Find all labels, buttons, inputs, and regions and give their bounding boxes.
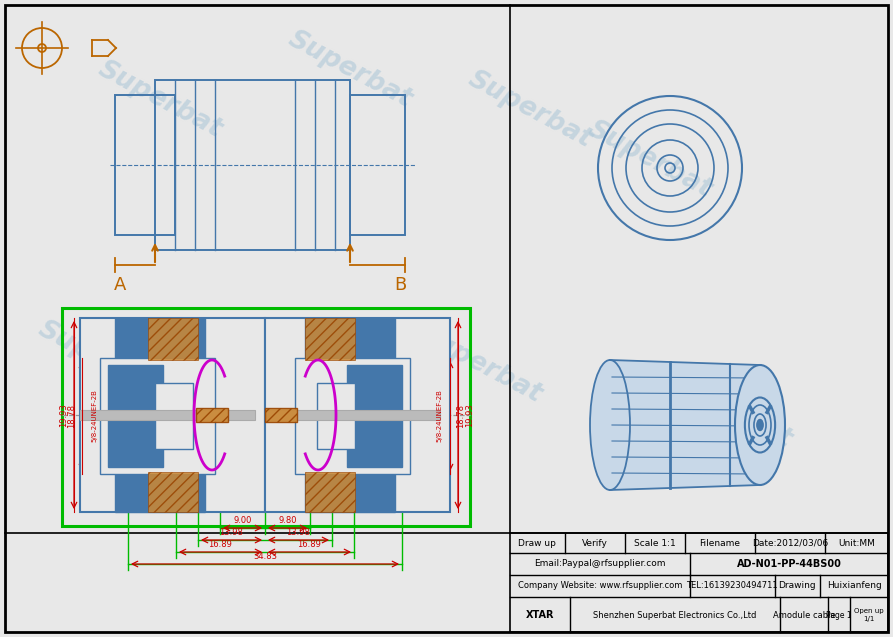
Bar	[148, 318, 198, 360]
Text: 5/8-24UNEF-2B: 5/8-24UNEF-2B	[91, 390, 97, 443]
Text: 8.22: 8.22	[131, 386, 140, 404]
Bar	[100, 358, 215, 474]
Text: Superbat: Superbat	[413, 322, 547, 408]
Text: 8.22: 8.22	[403, 386, 412, 404]
Bar	[305, 472, 355, 512]
Bar	[305, 318, 355, 360]
Ellipse shape	[590, 360, 630, 490]
Bar	[115, 318, 205, 360]
Text: Filename: Filename	[699, 538, 740, 547]
Text: 5/8-24UNEF-2B: 5/8-24UNEF-2B	[436, 390, 442, 443]
Text: 16.89: 16.89	[297, 540, 321, 549]
Text: Superbat: Superbat	[583, 117, 716, 204]
Bar	[148, 472, 198, 512]
Text: Superbat: Superbat	[34, 317, 166, 404]
Text: AD-N01-PP-44BS00: AD-N01-PP-44BS00	[737, 559, 841, 569]
Polygon shape	[610, 360, 760, 490]
Bar	[265, 408, 297, 422]
Text: 19.93: 19.93	[465, 403, 474, 427]
Text: Superbat: Superbat	[283, 26, 416, 113]
Text: Verify: Verify	[582, 538, 608, 547]
Text: Superbat: Superbat	[94, 57, 227, 143]
Text: Huixianfeng: Huixianfeng	[827, 582, 881, 590]
Bar	[155, 80, 350, 250]
Bar	[350, 95, 405, 235]
Bar	[347, 365, 402, 467]
Bar	[305, 318, 395, 360]
Bar	[295, 358, 410, 474]
Bar	[265, 410, 440, 420]
Text: 18.78: 18.78	[456, 404, 465, 428]
Text: Superbat: Superbat	[463, 66, 597, 154]
Text: Open up
1/1: Open up 1/1	[855, 608, 884, 622]
Bar	[196, 408, 228, 422]
Text: TEL:16139230494711: TEL:16139230494711	[686, 582, 778, 590]
Text: A: A	[113, 276, 126, 294]
Text: 16.89: 16.89	[209, 540, 232, 549]
Text: Shenzhen Superbat Electronics Co.,Ltd: Shenzhen Superbat Electronics Co.,Ltd	[593, 610, 756, 620]
Text: 6.91: 6.91	[393, 396, 402, 414]
Text: Company Website: www.rfsupplier.com: Company Website: www.rfsupplier.com	[518, 582, 682, 590]
Text: 6.91: 6.91	[140, 396, 149, 414]
Bar	[317, 383, 355, 449]
Text: Page 1: Page 1	[826, 610, 852, 620]
Ellipse shape	[757, 420, 763, 431]
Text: Scale 1:1: Scale 1:1	[634, 538, 676, 547]
Text: Superbat: Superbat	[229, 387, 362, 473]
Text: 34.83: 34.83	[253, 552, 277, 561]
Bar	[155, 383, 193, 449]
Bar	[305, 472, 395, 512]
Bar	[510, 533, 888, 632]
Text: 13.98: 13.98	[287, 528, 311, 537]
Bar	[108, 365, 163, 467]
Bar	[62, 308, 470, 526]
Bar	[265, 318, 450, 512]
Text: 9.80: 9.80	[279, 516, 296, 525]
Text: Unit:MM: Unit:MM	[839, 538, 875, 547]
Text: 13.98: 13.98	[220, 528, 244, 537]
Text: 19.93: 19.93	[59, 403, 68, 427]
Text: B: B	[394, 276, 406, 294]
Bar	[115, 95, 175, 235]
Text: Date:2012/03/06: Date:2012/03/06	[752, 538, 828, 547]
Bar	[80, 318, 265, 512]
Text: Draw up: Draw up	[518, 538, 556, 547]
Ellipse shape	[735, 365, 785, 485]
Text: Superbat: Superbat	[663, 366, 797, 454]
Bar	[115, 472, 205, 512]
Text: 18.78: 18.78	[67, 404, 76, 428]
Text: Amodule cable: Amodule cable	[772, 610, 835, 620]
Text: XTAR: XTAR	[526, 610, 555, 620]
Bar	[80, 410, 255, 420]
Text: 9.00: 9.00	[233, 516, 252, 525]
Text: Drawing: Drawing	[778, 582, 816, 590]
Text: Email:Paypal@rfsupplier.com: Email:Paypal@rfsupplier.com	[534, 559, 666, 568]
